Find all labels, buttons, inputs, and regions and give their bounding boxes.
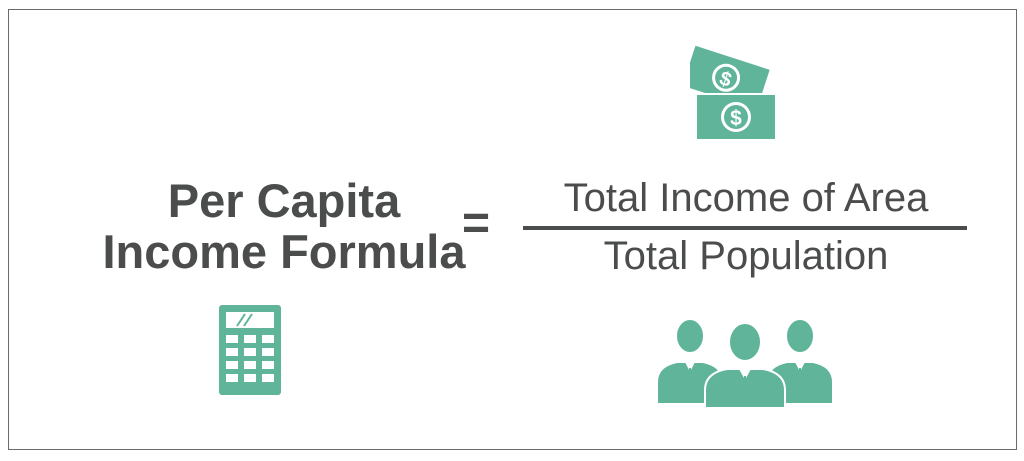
- lhs-line-1: Per Capita: [167, 174, 401, 227]
- calculator-icon: [219, 305, 281, 395]
- lhs-line-2: Income Formula: [102, 225, 466, 278]
- svg-text:$: $: [730, 107, 742, 130]
- fraction-bar: [523, 226, 967, 230]
- money-bills-icon: $ $: [690, 45, 777, 140]
- formula-lhs: Per Capita Income Formula: [84, 175, 484, 277]
- people-group-icon: [656, 318, 834, 408]
- numerator: Total Income of Area: [563, 176, 929, 220]
- equals-sign: =: [462, 197, 491, 250]
- denominator: Total Population: [603, 234, 889, 278]
